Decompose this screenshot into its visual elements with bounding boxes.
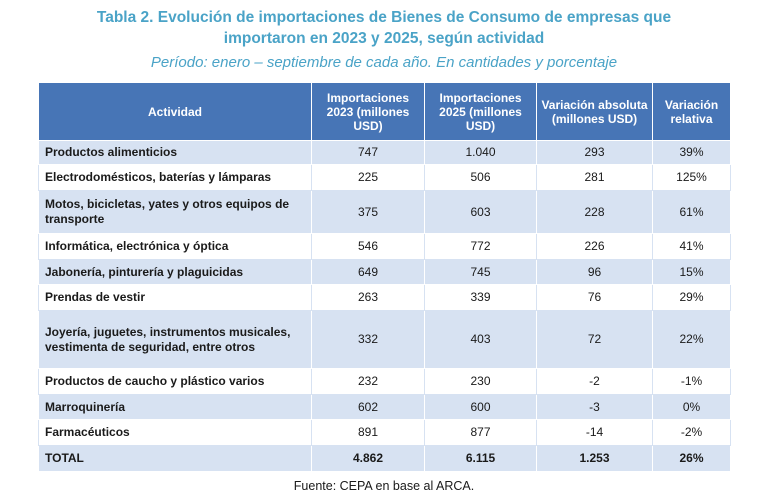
table-subtitle: Período: enero – septiembre de cada año.… <box>150 54 618 71</box>
cell-var-rel: 15% <box>652 259 731 285</box>
cell-var-rel: 125% <box>652 164 731 191</box>
table-row: Electrodomésticos, baterías y lámparas 2… <box>38 164 731 191</box>
cell-var-abs: 226 <box>536 233 653 260</box>
cell-actividad: Joyería, juguetes, instrumentos musicale… <box>38 310 312 369</box>
table-row: Productos de caucho y plástico varios 23… <box>38 368 731 395</box>
total-var-abs: 1.253 <box>536 445 653 472</box>
table-title-line-2: importaron en 2023 y 2025, según activid… <box>223 30 545 47</box>
cell-imp2023: 649 <box>311 259 425 285</box>
header-imp2023: Importaciones 2023 (millones USD) <box>311 82 425 141</box>
cell-var-rel: 0% <box>652 394 731 420</box>
table-row: Farmacéuticos 891 877 -14 -2% <box>38 419 731 446</box>
cell-var-abs: 96 <box>536 259 653 285</box>
total-row: TOTAL 4.862 6.115 1.253 26% <box>38 445 731 472</box>
header-var-rel: Variación relativa <box>652 82 731 141</box>
cell-imp2025: 745 <box>424 259 537 285</box>
total-imp2025: 6.115 <box>424 445 537 472</box>
cell-imp2023: 602 <box>311 394 425 420</box>
cell-imp2023: 375 <box>311 190 425 234</box>
cell-actividad: Prendas de vestir <box>38 284 312 311</box>
cell-var-abs: -14 <box>536 419 653 446</box>
table-row: Productos alimenticios 747 1.040 293 39% <box>38 140 731 165</box>
cell-var-abs: 228 <box>536 190 653 234</box>
cell-var-abs: 76 <box>536 284 653 311</box>
cell-imp2023: 332 <box>311 310 425 369</box>
cell-imp2023: 747 <box>311 140 425 165</box>
cell-var-rel: -2% <box>652 419 731 446</box>
source-note: Fuente: CEPA en base al ARCA. <box>293 479 475 493</box>
table-row: Marroquinería 602 600 -3 0% <box>38 394 731 420</box>
cell-imp2023: 225 <box>311 164 425 191</box>
cell-var-abs: 281 <box>536 164 653 191</box>
imports-table: Actividad Importaciones 2023 (millones U… <box>38 82 731 472</box>
header-var-abs: Variación absoluta (millones USD) <box>536 82 653 141</box>
cell-var-rel: -1% <box>652 368 731 395</box>
cell-imp2023: 263 <box>311 284 425 311</box>
header-actividad: Actividad <box>38 82 312 141</box>
cell-var-rel: 41% <box>652 233 731 260</box>
cell-actividad: Informática, electrónica y óptica <box>38 233 312 260</box>
cell-imp2025: 230 <box>424 368 537 395</box>
cell-actividad: Marroquinería <box>38 394 312 420</box>
cell-imp2025: 603 <box>424 190 537 234</box>
cell-var-abs: -3 <box>536 394 653 420</box>
cell-imp2025: 877 <box>424 419 537 446</box>
total-var-rel: 26% <box>652 445 731 472</box>
cell-var-abs: 293 <box>536 140 653 165</box>
cell-actividad: Jabonería, pinturería y plaguicidas <box>38 259 312 285</box>
cell-imp2023: 232 <box>311 368 425 395</box>
cell-actividad: Productos alimenticios <box>38 140 312 165</box>
cell-actividad: Productos de caucho y plástico varios <box>38 368 312 395</box>
cell-actividad: Electrodomésticos, baterías y lámparas <box>38 164 312 191</box>
cell-var-abs: 72 <box>536 310 653 369</box>
total-imp2023: 4.862 <box>311 445 425 472</box>
cell-var-rel: 29% <box>652 284 731 311</box>
cell-var-rel: 22% <box>652 310 731 369</box>
table-row: Motos, bicicletas, yates y otros equipos… <box>38 190 731 234</box>
cell-imp2023: 891 <box>311 419 425 446</box>
cell-imp2025: 403 <box>424 310 537 369</box>
table-row: Joyería, juguetes, instrumentos musicale… <box>38 310 731 369</box>
cell-imp2025: 339 <box>424 284 537 311</box>
table-row: Jabonería, pinturería y plaguicidas 649 … <box>38 259 731 285</box>
total-label: TOTAL <box>38 445 312 472</box>
header-imp2025: Importaciones 2025 (millones USD) <box>424 82 537 141</box>
cell-actividad: Farmacéuticos <box>38 419 312 446</box>
cell-imp2023: 546 <box>311 233 425 260</box>
table-title-line-1: Tabla 2. Evolución de importaciones de B… <box>96 9 672 26</box>
cell-imp2025: 600 <box>424 394 537 420</box>
cell-var-rel: 61% <box>652 190 731 234</box>
table-row: Informática, electrónica y óptica 546 77… <box>38 233 731 260</box>
cell-var-abs: -2 <box>536 368 653 395</box>
cell-imp2025: 1.040 <box>424 140 537 165</box>
header-row: Actividad Importaciones 2023 (millones U… <box>38 82 731 141</box>
cell-actividad: Motos, bicicletas, yates y otros equipos… <box>38 190 312 234</box>
cell-imp2025: 506 <box>424 164 537 191</box>
table-row: Prendas de vestir 263 339 76 29% <box>38 284 731 311</box>
cell-var-rel: 39% <box>652 140 731 165</box>
cell-imp2025: 772 <box>424 233 537 260</box>
